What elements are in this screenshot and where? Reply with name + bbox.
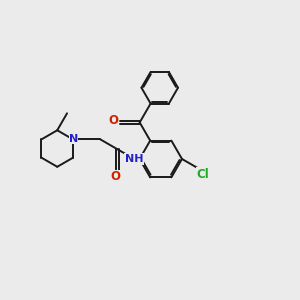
Text: O: O (111, 170, 121, 183)
Text: O: O (109, 115, 118, 128)
Text: Cl: Cl (196, 168, 209, 181)
Text: NH: NH (125, 154, 143, 164)
Text: N: N (69, 134, 78, 144)
